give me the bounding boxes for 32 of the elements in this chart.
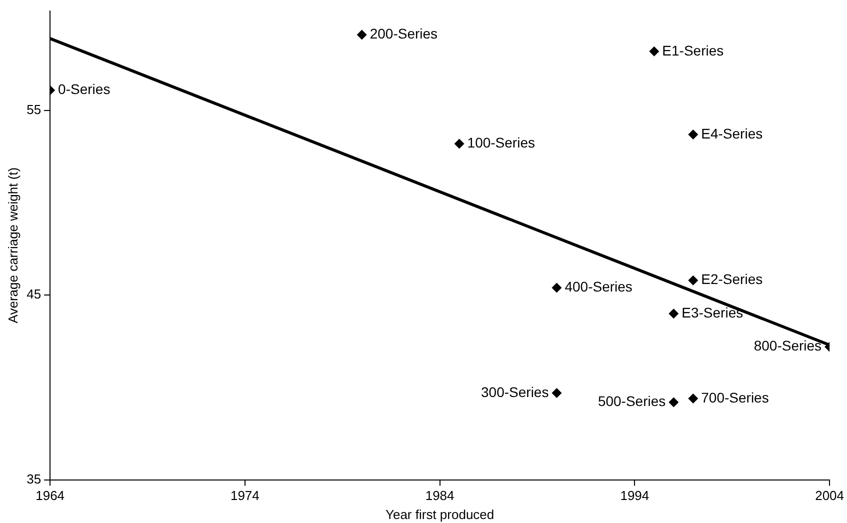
point bbox=[649, 46, 660, 56]
x-tick-label: 2004 bbox=[815, 488, 844, 504]
y-tick-label: 35 bbox=[26, 471, 42, 486]
y-tick-label: 45 bbox=[26, 286, 42, 302]
series-label: 400-Series bbox=[564, 278, 632, 295]
point bbox=[688, 275, 698, 286]
x-tick-label: 1994 bbox=[620, 488, 650, 504]
x-tick-label: 1974 bbox=[230, 488, 260, 504]
series-label: 300-Series bbox=[481, 384, 549, 400]
point bbox=[454, 138, 464, 149]
y-axis-title: Average carriage weight (t) bbox=[5, 167, 20, 324]
point bbox=[688, 394, 698, 404]
point bbox=[552, 282, 562, 293]
point bbox=[668, 397, 679, 408]
series-label: 500-Series bbox=[598, 393, 666, 410]
series-label: 200-Series bbox=[370, 26, 438, 42]
x-axis-title: Year first produced bbox=[385, 506, 494, 522]
series-label: 0-Series bbox=[58, 81, 110, 98]
x-tick-label: 1964 bbox=[36, 488, 65, 504]
point bbox=[688, 130, 698, 140]
series-label: 100-Series bbox=[467, 134, 535, 151]
series-label: 700-Series bbox=[701, 389, 769, 406]
point bbox=[356, 30, 367, 40]
series-label: E4-Series bbox=[701, 125, 763, 142]
series-label: E2-Series bbox=[701, 271, 763, 288]
point bbox=[668, 308, 679, 319]
series-label: E1-Series bbox=[662, 42, 724, 58]
point bbox=[552, 388, 562, 398]
x-tick-label: 1984 bbox=[425, 488, 454, 504]
series-label: 800-Series bbox=[754, 338, 822, 354]
y-tick-label: 55 bbox=[26, 102, 42, 118]
series-label: E3-Series bbox=[682, 304, 744, 320]
